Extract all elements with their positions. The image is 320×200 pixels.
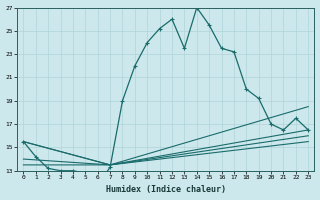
X-axis label: Humidex (Indice chaleur): Humidex (Indice chaleur) <box>106 185 226 194</box>
